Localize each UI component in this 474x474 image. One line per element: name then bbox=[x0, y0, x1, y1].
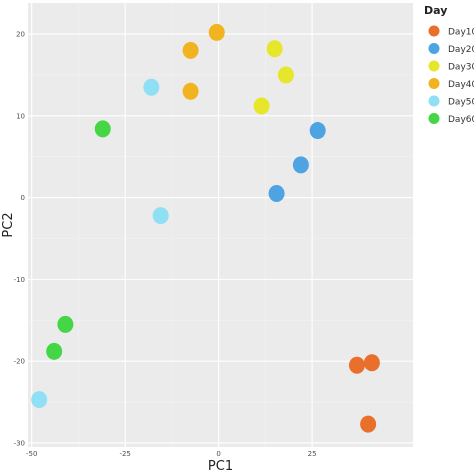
data-point bbox=[31, 391, 48, 409]
y-axis-title: PC2 bbox=[1, 212, 16, 237]
data-point bbox=[57, 315, 74, 333]
legend-key bbox=[428, 95, 440, 107]
x-tick-label: -50 bbox=[26, 450, 37, 458]
legend-key bbox=[428, 60, 440, 72]
data-point bbox=[348, 356, 365, 374]
data-point bbox=[182, 82, 199, 100]
legend-label: Day10 bbox=[448, 28, 474, 38]
y-tick-label: -20 bbox=[14, 358, 25, 366]
legend-key bbox=[428, 113, 440, 124]
y-axis-ticks: -30 -20 -10 0 10 20 bbox=[14, 31, 25, 448]
legend-label: Day50 bbox=[448, 98, 474, 108]
y-tick-label: -10 bbox=[14, 276, 25, 284]
legend-label: Day20 bbox=[448, 45, 474, 55]
legend-label: Day60 bbox=[448, 115, 474, 125]
data-point bbox=[152, 207, 169, 225]
data-point bbox=[309, 122, 326, 140]
data-point bbox=[360, 415, 377, 433]
x-tick-label: -25 bbox=[119, 450, 130, 458]
x-axis-ticks: -50 -25 0 25 bbox=[26, 450, 317, 458]
data-point bbox=[363, 354, 380, 372]
data-point bbox=[266, 40, 283, 58]
x-axis-title: PC1 bbox=[208, 459, 233, 474]
data-point bbox=[208, 23, 225, 41]
x-tick-label: 25 bbox=[308, 450, 317, 458]
data-point bbox=[292, 156, 309, 174]
y-tick-label: 10 bbox=[16, 112, 25, 120]
y-tick-label: 0 bbox=[21, 194, 25, 202]
plot-panel bbox=[28, 3, 413, 447]
data-points bbox=[31, 23, 380, 433]
data-point bbox=[143, 78, 160, 96]
data-point bbox=[94, 120, 111, 138]
legend-key bbox=[428, 43, 440, 54]
data-point bbox=[46, 342, 63, 360]
legend-label: Day40 bbox=[448, 80, 474, 90]
legend-label: Day30 bbox=[448, 63, 474, 73]
data-point bbox=[268, 185, 285, 203]
y-tick-label: 20 bbox=[16, 31, 25, 39]
legend-key bbox=[428, 25, 440, 37]
data-point bbox=[182, 41, 199, 59]
data-point bbox=[253, 97, 270, 115]
y-tick-label: -30 bbox=[14, 439, 25, 447]
data-point bbox=[277, 66, 294, 84]
legend-title: Day bbox=[424, 4, 447, 17]
legend: Day Day10 Day20 Day30 Day40 Day50 Day60 bbox=[424, 4, 474, 125]
x-tick-label: 0 bbox=[216, 450, 220, 458]
legend-key bbox=[428, 78, 440, 89]
